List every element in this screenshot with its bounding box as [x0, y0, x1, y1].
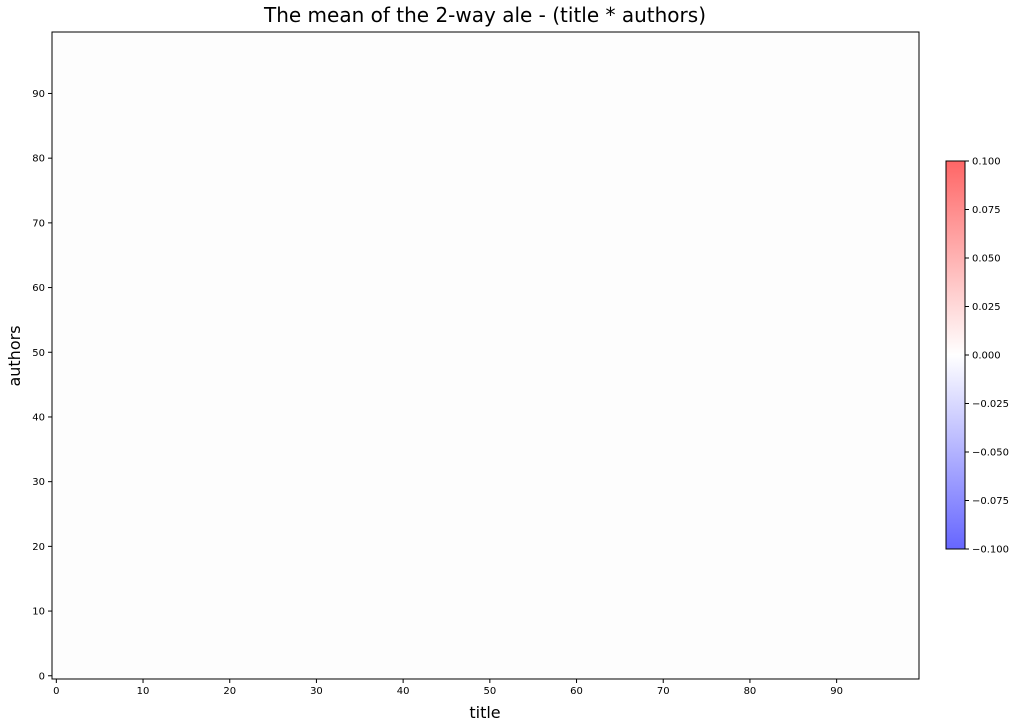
y-tick-label: 10 — [32, 607, 45, 618]
y-axis: 0 10 20 30 40 50 60 70 80 90 — [32, 89, 52, 682]
colorbar-gradient — [946, 161, 965, 549]
colorbar-tick-label: 0.000 — [972, 351, 1001, 362]
colorbar-tick-label: 0.050 — [972, 254, 1001, 265]
x-tick-label: 0 — [53, 686, 59, 697]
colorbar-ticks: −0.100 −0.075 −0.050 −0.025 0.000 0.025 0.050 0… — [965, 157, 1009, 556]
x-tick-label: 40 — [397, 686, 410, 697]
x-tick-label: 10 — [137, 686, 150, 697]
x-axis-label: title — [469, 703, 500, 722]
x-tick-label: 60 — [570, 686, 583, 697]
y-axis-label: authors — [5, 325, 24, 386]
colorbar-tick-label: 0.025 — [972, 302, 1001, 313]
colorbar: −0.100 −0.075 −0.050 −0.025 0.000 0.025 0.050 0… — [945, 157, 1009, 556]
colorbar-tick-label: 0.100 — [972, 157, 1001, 168]
colorbar-tick-label: 0.075 — [972, 205, 1001, 216]
colorbar-tick-label: −0.100 — [972, 545, 1009, 556]
x-tick-label: 80 — [744, 686, 757, 697]
plot-frame — [51, 31, 920, 680]
colorbar-tick-label: −0.075 — [972, 496, 1009, 507]
y-tick-label: 70 — [32, 218, 45, 229]
colorbar-tick-label: −0.050 — [972, 448, 1009, 459]
y-tick-label: 60 — [32, 283, 45, 294]
y-tick-label: 90 — [32, 89, 45, 100]
chart-title: The mean of the 2-way ale - (title * aut… — [263, 3, 706, 27]
colorbar-tick-label: −0.025 — [972, 399, 1009, 410]
x-tick-label: 20 — [223, 686, 236, 697]
x-tick-label: 90 — [830, 686, 843, 697]
plot-area — [51, 31, 920, 680]
x-tick-label: 50 — [483, 686, 496, 697]
heatmap-cells — [52, 32, 919, 679]
y-tick-label: 80 — [32, 154, 45, 165]
y-tick-label: 30 — [32, 477, 45, 488]
y-tick-label: 50 — [32, 348, 45, 359]
x-tick-label: 70 — [657, 686, 670, 697]
y-tick-label: 40 — [32, 412, 45, 423]
y-tick-label: 0 — [39, 671, 45, 682]
y-tick-label: 20 — [32, 542, 45, 553]
x-axis: 0 10 20 30 40 50 60 70 80 90 — [53, 679, 843, 697]
x-tick-label: 30 — [310, 686, 323, 697]
